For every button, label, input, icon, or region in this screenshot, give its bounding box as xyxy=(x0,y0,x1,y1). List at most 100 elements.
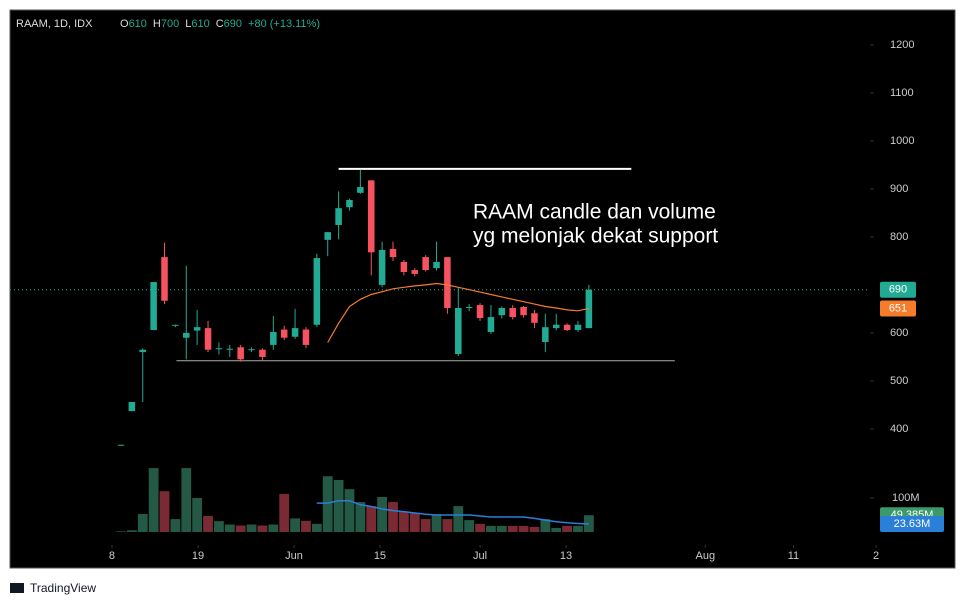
candle-body xyxy=(422,257,429,271)
candle-body xyxy=(542,327,549,343)
symbol: RAAM, 1D, IDX xyxy=(16,18,93,30)
candle-body xyxy=(378,249,386,285)
volume-bar xyxy=(551,527,562,532)
volume-bar xyxy=(235,525,246,532)
candle-body xyxy=(455,307,462,355)
y-tick-label: 500 xyxy=(890,375,908,387)
volume-bar xyxy=(214,521,224,532)
volume-label-bg xyxy=(880,515,944,532)
volume-bar xyxy=(344,489,355,532)
y-tick-label: 900 xyxy=(890,183,908,195)
candle-body xyxy=(335,208,342,225)
candle-body xyxy=(346,200,353,208)
ohlc-value: 610 xyxy=(129,18,147,30)
x-tick-label: Jul xyxy=(473,550,487,562)
ohlc-value: 610 xyxy=(191,18,209,30)
volume-bar xyxy=(540,519,551,532)
y-tick-label: 600 xyxy=(890,327,908,339)
ohlc-key: L xyxy=(185,18,191,30)
ohlc-key: H xyxy=(153,18,161,30)
volume-bar xyxy=(170,519,181,532)
y-tick-label: 400 xyxy=(890,423,908,435)
volume-average xyxy=(316,499,589,525)
candle-body xyxy=(465,307,473,309)
candle-body xyxy=(367,180,375,253)
volume-bar xyxy=(203,516,213,532)
logo xyxy=(10,583,24,593)
volume-bar xyxy=(279,493,290,532)
volume-bar xyxy=(355,502,366,532)
candle-body xyxy=(444,257,451,308)
candle-body xyxy=(172,324,179,326)
y-tick-label: 1200 xyxy=(890,39,914,51)
volume-bar xyxy=(573,525,583,532)
x-tick-label: 13 xyxy=(560,550,572,562)
annotation: RAAM candle dan volume xyxy=(473,201,716,224)
ohlc-key: O xyxy=(120,18,129,30)
volume-bar xyxy=(290,518,300,532)
change: +80 (+13.11%) xyxy=(248,18,320,30)
volume-bar xyxy=(301,520,311,532)
candle-body xyxy=(357,187,364,193)
x-tick-label: 19 xyxy=(192,550,204,562)
volume-bar xyxy=(388,502,398,532)
volume-bar xyxy=(181,468,192,532)
candle-body xyxy=(531,313,538,323)
candle-body xyxy=(313,258,321,325)
volume-bar xyxy=(159,491,170,532)
candle-body xyxy=(389,248,397,258)
volume-bar xyxy=(529,526,540,532)
volume-bar xyxy=(268,524,279,532)
candle-body xyxy=(226,348,234,350)
volume-bar xyxy=(366,506,377,532)
logo-icon xyxy=(10,583,24,593)
candle-body xyxy=(117,444,125,446)
candle-body xyxy=(552,324,560,329)
volume-bar xyxy=(322,476,333,532)
x-tick-label: 15 xyxy=(374,550,386,562)
volume-bar xyxy=(311,523,322,532)
x-tick-label: 8 xyxy=(109,550,115,562)
volume-bar xyxy=(442,519,453,532)
volume-bar xyxy=(486,525,496,532)
ohlc-key: C xyxy=(216,18,224,30)
candle-body xyxy=(215,348,223,350)
candle-body xyxy=(161,257,168,301)
volume-bar xyxy=(409,512,420,532)
candle-body xyxy=(280,329,288,338)
moving-average xyxy=(327,282,590,343)
candle-body xyxy=(509,307,516,318)
volume-bar xyxy=(224,524,235,532)
brand: TradingView xyxy=(30,581,96,595)
candle-body xyxy=(411,270,419,274)
y-tick-label: 1000 xyxy=(890,135,914,147)
volume-bar xyxy=(148,468,159,532)
volume-bar xyxy=(377,496,388,532)
y-tick-label: 800 xyxy=(890,231,908,243)
price-label: 651 xyxy=(889,302,907,314)
candle-body xyxy=(259,349,266,357)
annotation: yg melonjak dekat support xyxy=(473,225,718,248)
volume-bar xyxy=(126,530,137,532)
volume-bar xyxy=(453,506,464,532)
candle-body xyxy=(498,307,506,316)
x-tick-label: Aug xyxy=(695,550,715,562)
price-label-bg xyxy=(880,281,916,298)
volume-bar xyxy=(116,531,126,532)
candle-body xyxy=(139,349,147,353)
candle-body xyxy=(574,324,582,331)
candle-body xyxy=(433,261,440,269)
candle-body xyxy=(324,232,331,240)
volume-bar xyxy=(431,514,442,532)
x-tick-label: 2 xyxy=(873,550,879,562)
candle-body xyxy=(487,317,495,332)
candle-body xyxy=(520,307,527,316)
candle-body xyxy=(204,328,212,350)
volume-bar xyxy=(464,520,475,532)
price-label-bg xyxy=(880,300,916,317)
volume-bar xyxy=(333,479,344,532)
candle-body xyxy=(237,347,244,360)
ohlc: O610 H700 L610 C690 +80 (+13.11%) xyxy=(120,18,320,30)
